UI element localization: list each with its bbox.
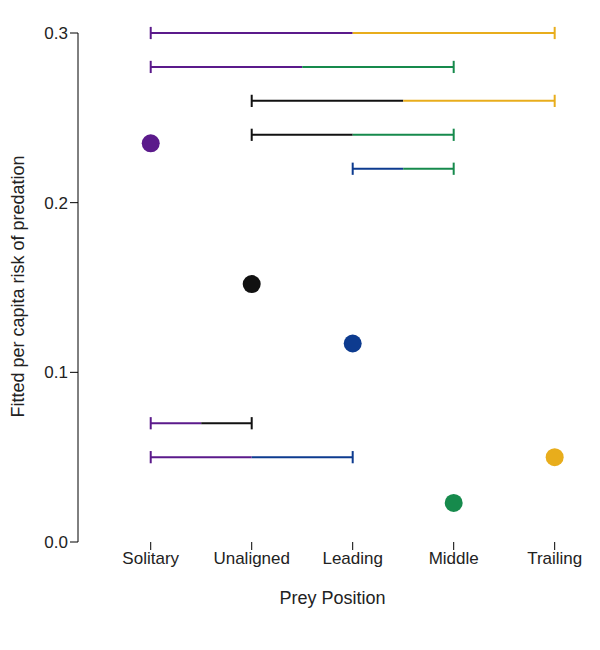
svg-text:Unaligned: Unaligned <box>213 549 290 568</box>
svg-text:0.1: 0.1 <box>44 363 68 382</box>
svg-text:Middle: Middle <box>429 549 479 568</box>
svg-text:0.3: 0.3 <box>44 24 68 43</box>
svg-text:Prey Position: Prey Position <box>279 588 385 608</box>
svg-text:Leading: Leading <box>322 549 383 568</box>
svg-text:Solitary: Solitary <box>122 549 179 568</box>
svg-text:Trailing: Trailing <box>527 549 582 568</box>
svg-text:0.2: 0.2 <box>44 194 68 213</box>
svg-text:0.0: 0.0 <box>44 533 68 552</box>
svg-text:Fitted per capita risk of pred: Fitted per capita risk of predation <box>8 155 28 417</box>
